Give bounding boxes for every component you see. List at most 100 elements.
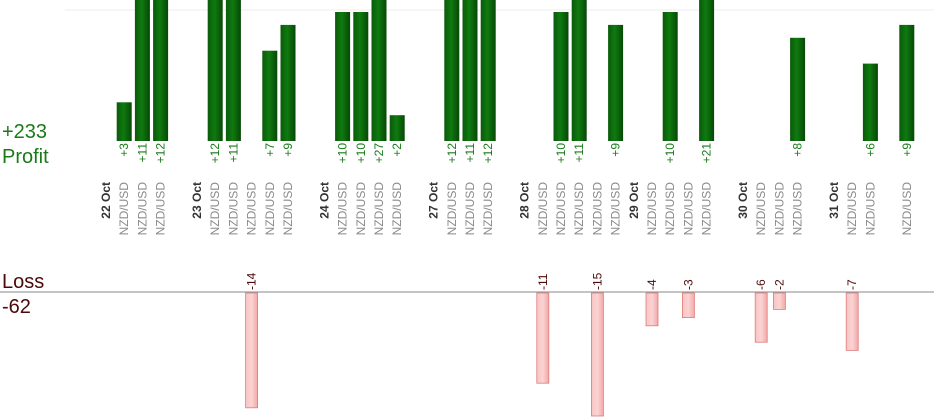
profit-bar (480, 0, 496, 141)
loss-value-label: -11 (536, 273, 550, 290)
profit-bar (899, 24, 915, 141)
loss-bar (845, 292, 859, 351)
pair-label: NZD/USD (772, 182, 786, 236)
pair-label: NZD/USD (463, 182, 477, 236)
profit-bar (571, 0, 587, 141)
loss-value-label: -2 (772, 279, 786, 290)
profit-value-label: +11 (135, 143, 149, 163)
profit-bar (225, 0, 241, 141)
profit-value-label: +11 (572, 143, 586, 163)
loss-bar (682, 292, 695, 319)
profit-value-label: +9 (900, 143, 914, 157)
pair-label: NZD/USD (135, 182, 149, 236)
profit-value-label: +9 (609, 143, 623, 157)
pair-label: NZD/USD (226, 182, 240, 236)
profit-bar (608, 24, 624, 141)
profit-value-label: +7 (263, 143, 277, 157)
profit-value-label: +12 (481, 143, 495, 164)
pair-label: NZD/USD (663, 182, 677, 236)
profit-bar (353, 12, 369, 141)
pair-label: NZD/USD (281, 182, 295, 236)
profit-bar (462, 0, 478, 141)
profit-bar (207, 0, 223, 141)
profit-value-label: +12 (154, 143, 168, 164)
pair-label: NZD/USD (117, 182, 131, 236)
pair-label: NZD/USD (445, 182, 459, 236)
profit-bar (389, 115, 405, 141)
date-label: 27 Oct (427, 182, 441, 219)
pair-label: NZD/USD (154, 182, 168, 236)
pair-label: NZD/USD (572, 182, 586, 236)
profit-value-label: +10 (663, 143, 677, 164)
pair-label: NZD/USD (554, 182, 568, 236)
profit-bar (134, 0, 150, 141)
loss-bar (536, 292, 550, 384)
pair-label: NZD/USD (609, 182, 623, 236)
profit-value-label: +10 (554, 143, 568, 164)
date-label: 29 Oct (627, 182, 641, 219)
pair-label: NZD/USD (536, 182, 550, 236)
loss-bar (754, 292, 768, 343)
profit-value-label: +6 (863, 143, 877, 157)
loss-total: -62 (2, 296, 31, 318)
date-label: 24 Oct (317, 182, 331, 219)
pair-label: NZD/USD (700, 182, 714, 236)
pair-label: NZD/USD (863, 182, 877, 236)
profit-value-label: +12 (208, 143, 222, 164)
profit-bar (280, 24, 296, 141)
profit-bar (116, 102, 132, 141)
loss-value-label: -15 (590, 272, 604, 290)
date-label: 28 Oct (518, 182, 532, 219)
loss-value-label: -4 (645, 279, 659, 290)
profit-label: Profit (2, 146, 49, 168)
loss-bar (645, 292, 659, 327)
loss-value-label: -14 (245, 272, 259, 290)
pair-label: NZD/USD (754, 182, 768, 236)
profit-bar (444, 0, 460, 141)
date-label: 23 Oct (190, 182, 204, 219)
profit-value-label: +11 (463, 143, 477, 163)
pair-label: NZD/USD (645, 182, 659, 236)
profit-value-label: +10 (336, 143, 350, 164)
pair-label: NZD/USD (245, 182, 259, 236)
pair-label: NZD/USD (208, 182, 222, 236)
pair-label: NZD/USD (354, 182, 368, 236)
profit-bar (153, 0, 169, 141)
profit-value-label: +21 (700, 143, 714, 164)
date-label: 31 Oct (827, 182, 841, 219)
profit-value-label: +27 (372, 143, 386, 164)
profit-total: +233 (2, 121, 47, 143)
loss-bar (591, 292, 604, 417)
pair-label: NZD/USD (590, 182, 604, 236)
loss-label: Loss (2, 271, 44, 293)
profit-bar (262, 50, 278, 142)
profit-bar (553, 12, 569, 141)
profit-value-label: +2 (390, 143, 404, 157)
pair-label: NZD/USD (791, 182, 805, 236)
profit-value-label: +8 (791, 143, 805, 157)
profit-bar (335, 12, 351, 141)
profit-bar (862, 63, 878, 141)
pair-label: NZD/USD (845, 182, 859, 236)
profit-value-label: +3 (117, 143, 131, 157)
date-label: 22 Oct (99, 182, 113, 219)
loss-bar (773, 292, 786, 310)
loss-value-label: -3 (681, 279, 695, 290)
profit-bar (662, 12, 678, 141)
profit-bar (790, 37, 806, 141)
profit-value-label: +10 (354, 143, 368, 164)
date-label: 30 Oct (736, 182, 750, 219)
pair-label: NZD/USD (372, 182, 386, 236)
pair-label: NZD/USD (681, 182, 695, 236)
pair-label: NZD/USD (481, 182, 495, 236)
pair-label: NZD/USD (900, 182, 914, 236)
profit-value-label: +9 (281, 143, 295, 157)
loss-value-label: -7 (845, 279, 859, 290)
loss-value-label: -6 (754, 279, 768, 290)
pair-label: NZD/USD (336, 182, 350, 236)
profit-value-label: +12 (445, 143, 459, 164)
pair-label: NZD/USD (390, 182, 404, 236)
loss-bar (245, 292, 259, 409)
profit-bar (371, 0, 387, 141)
